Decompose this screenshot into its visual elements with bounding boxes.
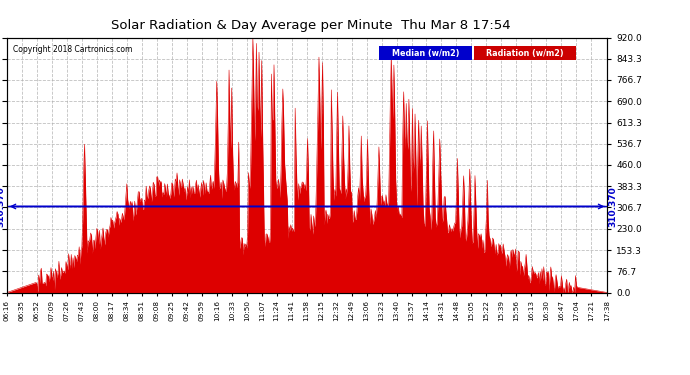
Text: 310.370: 310.370: [0, 186, 6, 227]
Text: Radiation (w/m2): Radiation (w/m2): [486, 49, 564, 58]
Text: 310.370: 310.370: [609, 186, 618, 227]
Bar: [379, 46, 472, 60]
Text: Median (w/m2): Median (w/m2): [391, 49, 459, 58]
Text: Copyright 2018 Cartronics.com: Copyright 2018 Cartronics.com: [13, 45, 132, 54]
Bar: [474, 46, 576, 60]
Text: Solar Radiation & Day Average per Minute  Thu Mar 8 17:54: Solar Radiation & Day Average per Minute…: [110, 19, 511, 32]
